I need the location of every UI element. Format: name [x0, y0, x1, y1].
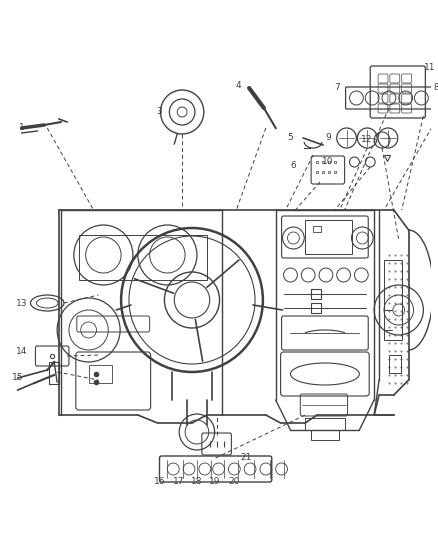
Text: 3: 3	[157, 108, 162, 117]
Text: 12: 12	[360, 135, 372, 144]
Bar	[311, 289, 321, 299]
Text: 5: 5	[288, 133, 293, 142]
Bar	[384, 260, 402, 340]
Text: 13: 13	[16, 298, 28, 308]
Text: 19: 19	[209, 478, 220, 487]
Bar	[49, 362, 59, 384]
Bar	[389, 355, 401, 373]
Text: 11: 11	[424, 63, 435, 72]
Bar	[305, 418, 345, 430]
Text: 15: 15	[12, 374, 24, 383]
Bar	[313, 226, 321, 232]
Bar	[88, 365, 112, 383]
Text: 9: 9	[325, 133, 331, 142]
Text: 14: 14	[16, 348, 27, 357]
Text: 4: 4	[236, 80, 241, 90]
Bar	[305, 220, 353, 254]
Text: 7: 7	[334, 84, 339, 93]
Text: 18: 18	[191, 478, 203, 487]
Text: 6: 6	[290, 160, 296, 169]
Text: 17: 17	[173, 478, 185, 487]
Text: 8: 8	[433, 84, 438, 93]
Text: 16: 16	[154, 478, 165, 487]
Text: 10: 10	[322, 157, 334, 166]
Text: 20: 20	[229, 478, 240, 487]
Bar	[311, 303, 321, 313]
Text: 1: 1	[19, 124, 25, 133]
Bar	[79, 235, 207, 280]
Text: 21: 21	[240, 454, 252, 463]
Bar	[311, 430, 339, 440]
